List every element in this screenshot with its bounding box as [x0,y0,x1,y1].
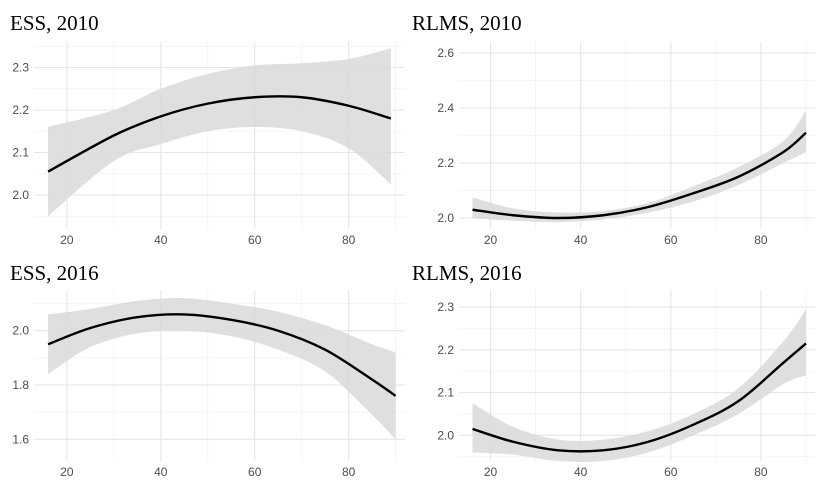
x-tick-label: 60 [248,465,262,479]
x-tick-label: 60 [664,233,678,247]
y-tick-label: 2.1 [12,146,29,160]
x-tick-label: 60 [664,465,678,479]
y-tick-label: 2.0 [12,188,29,202]
panel-rlms-2010: 20 40 60 80 2.0 2.2 2.4 2.6 RLMS, 2010 [412,11,815,247]
fit-line [47,95,392,173]
x-tick-label: 80 [342,465,356,479]
panel-title: RLMS, 2016 [412,261,522,285]
y-tick-label: 2.2 [437,343,454,357]
confidence-band [48,48,391,217]
y-tick-label: 1.8 [12,378,29,392]
confidence-band [472,309,806,462]
x-tick-label: 80 [754,465,768,479]
confidence-band [48,298,396,440]
x-tick-label: 20 [484,233,498,247]
y-tick-label: 2.0 [437,211,454,225]
y-tick-label: 2.1 [437,386,454,400]
x-tick-label: 80 [754,233,768,247]
panel-ess-2016: 20 40 60 80 1.6 1.8 2.0 ESS, 2016 [10,261,405,479]
x-tick-label: 20 [60,233,74,247]
x-tick-label: 60 [248,233,262,247]
y-tick-label: 2.3 [437,300,454,314]
y-tick-label: 2.2 [437,156,454,170]
y-tick-label: 2.3 [12,61,29,75]
x-tick-label: 80 [342,233,356,247]
panel-title: ESS, 2010 [10,11,99,35]
fit-line [472,342,807,453]
panel-rlms-2016: 20 40 60 80 2.0 2.1 2.2 2.3 RLMS, 2016 [412,261,815,479]
y-tick-label: 2.4 [437,101,454,115]
x-tick-label: 40 [574,233,588,247]
y-tick-label: 2.0 [437,428,454,442]
y-tick-label: 2.0 [12,324,29,338]
panel-title: ESS, 2016 [10,261,99,285]
x-tick-label: 20 [484,465,498,479]
x-tick-label: 40 [574,465,588,479]
panel-ess-2010: 20 40 60 80 2.0 2.1 2.2 2.3 ESS, 2010 [10,11,405,247]
fit-line [472,131,807,220]
y-tick-label: 2.6 [437,46,454,60]
x-tick-label: 40 [154,233,168,247]
fit-line [47,313,397,397]
y-tick-label: 2.2 [12,103,29,117]
y-tick-label: 1.6 [12,432,29,446]
panel-title: RLMS, 2010 [412,11,522,35]
confidence-band [472,110,806,223]
x-tick-label: 20 [60,465,74,479]
x-tick-label: 40 [154,465,168,479]
